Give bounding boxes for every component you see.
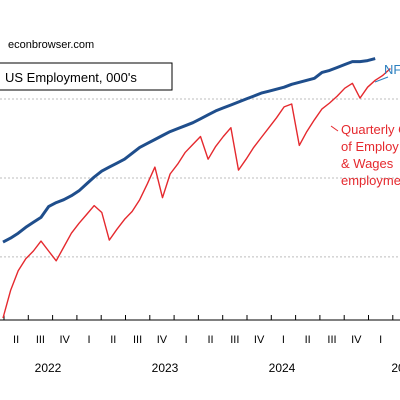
series-label-nfp-leader (374, 76, 389, 83)
quarter-tick-label: IV (351, 334, 362, 346)
quarter-tick-label: I (185, 334, 188, 346)
gridlines (0, 98, 400, 258)
source-text: econbrowser.com (8, 39, 94, 51)
quarter-tick-label: IV (254, 334, 265, 346)
x-axis-ticks (3, 315, 394, 320)
year-tick-labels: 2022 2023 2024 20 (35, 361, 400, 375)
quarter-tick-label: II (110, 334, 116, 346)
quarter-tick-label: II (13, 334, 19, 346)
quarter-tick-label: I (87, 334, 90, 346)
quarter-tick-label: III (230, 334, 239, 346)
chart-title: US Employment, 000's (5, 70, 137, 85)
year-tick-label: 2024 (269, 361, 296, 375)
quarter-tick-label: I (282, 334, 285, 346)
series-line-nfp (2, 57, 376, 244)
series-label-qcew-line-2: of Employ (341, 139, 399, 154)
quarter-tick-label: I (379, 334, 382, 346)
series-label-qcew: Quarterly C of Employ & Wages employme (341, 122, 400, 188)
quarter-tick-label: IV (157, 334, 168, 346)
year-tick-label: 2022 (35, 361, 62, 375)
series-lines (2, 57, 391, 319)
quarter-tick-label: II (305, 334, 311, 346)
series-label-nfp: NF (384, 62, 400, 77)
quarter-tick-label: II (207, 334, 213, 346)
quarter-tick-label: III (327, 334, 336, 346)
quarter-tick-label: IV (59, 334, 70, 346)
series-label-qcew-line-3: & Wages (341, 156, 394, 171)
quarter-tick-label: III (36, 334, 45, 346)
series-label-qcew-line-1: Quarterly C (341, 122, 400, 137)
series-label-qcew-leader (330, 125, 339, 132)
series-label-qcew-line-4: employme (341, 173, 400, 188)
quarter-tick-labels: II III IV I II III IV I II III IV I II III IV I (13, 334, 382, 346)
series-line-qcew (2, 67, 391, 319)
quarter-tick-label: III (133, 334, 142, 346)
year-tick-label: 2023 (152, 361, 179, 375)
title-box (0, 62, 173, 91)
year-tick-label: 20 (391, 361, 400, 375)
